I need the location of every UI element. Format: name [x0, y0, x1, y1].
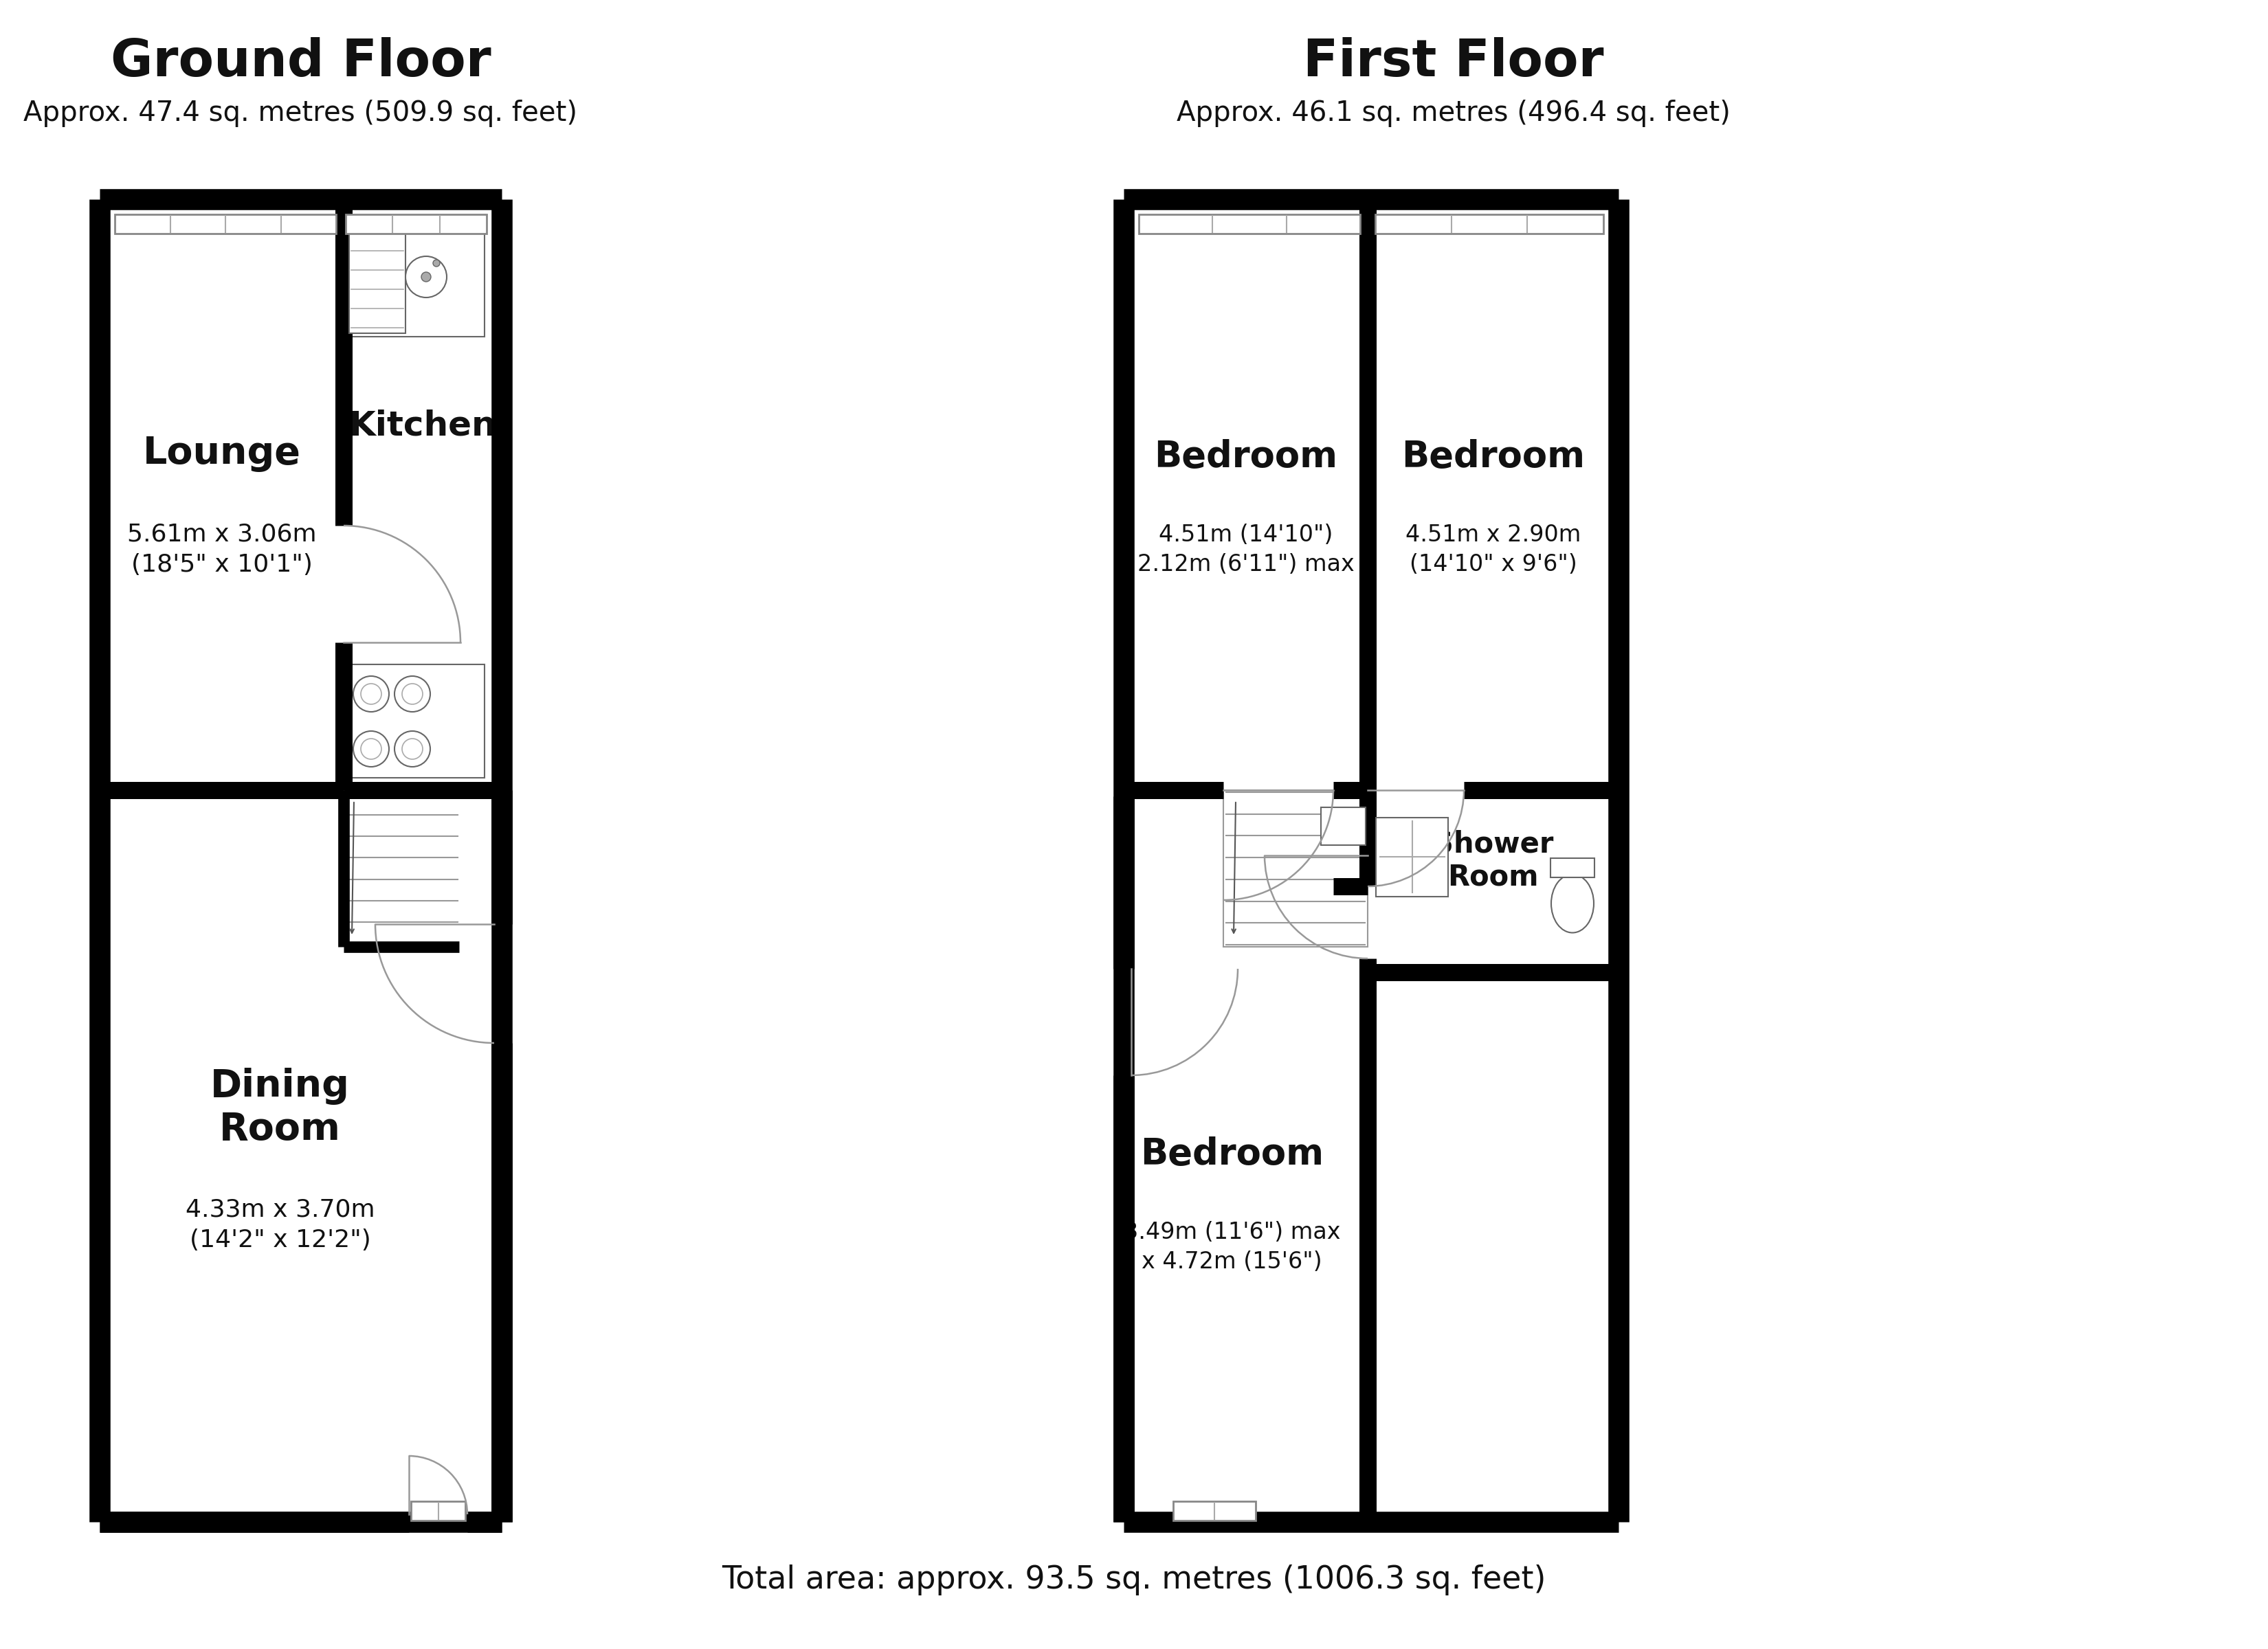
Bar — [345, 214, 488, 234]
Circle shape — [395, 676, 431, 712]
Text: 3.49m (11'6") max
x 4.72m (15'6"): 3.49m (11'6") max x 4.72m (15'6") — [1123, 1220, 1340, 1273]
Text: Total area: approx. 93.5 sq. metres (1006.3 sq. feet): Total area: approx. 93.5 sq. metres (100… — [721, 1565, 1547, 1596]
Bar — [347, 218, 485, 336]
Text: First Floor: First Floor — [1304, 36, 1603, 87]
Bar — [1374, 214, 1603, 234]
Text: 4.33m x 3.70m
(14'2" x 12'2"): 4.33m x 3.70m (14'2" x 12'2") — [186, 1197, 374, 1252]
Text: 4.51m x 2.90m
(14'10" x 9'6"): 4.51m x 2.90m (14'10" x 9'6") — [1406, 523, 1581, 576]
Bar — [1222, 790, 1368, 947]
Bar — [349, 223, 406, 333]
Bar — [347, 665, 485, 778]
Text: Bedroom: Bedroom — [1154, 439, 1338, 475]
Circle shape — [354, 676, 390, 712]
Bar — [1551, 857, 1594, 877]
Circle shape — [395, 731, 431, 767]
Circle shape — [361, 684, 381, 704]
Text: Approx. 46.1 sq. metres (496.4 sq. feet): Approx. 46.1 sq. metres (496.4 sq. feet) — [1177, 99, 1730, 127]
Circle shape — [361, 739, 381, 759]
Circle shape — [433, 259, 440, 267]
Bar — [100, 200, 501, 1522]
Bar — [1123, 200, 1619, 1522]
Text: Bedroom: Bedroom — [1141, 1136, 1325, 1172]
Circle shape — [401, 684, 422, 704]
Text: Ground Floor: Ground Floor — [111, 36, 490, 87]
Text: Approx. 47.4 sq. metres (509.9 sq. feet): Approx. 47.4 sq. metres (509.9 sq. feet) — [23, 99, 578, 127]
Bar — [411, 1501, 465, 1520]
Circle shape — [401, 739, 422, 759]
Circle shape — [422, 272, 431, 282]
Text: Kitchen: Kitchen — [349, 409, 497, 442]
Ellipse shape — [1551, 874, 1594, 933]
Bar — [1320, 808, 1365, 844]
Text: 5.61m x 3.06m
(18'5" x 10'1"): 5.61m x 3.06m (18'5" x 10'1") — [127, 523, 315, 577]
Text: Lounge: Lounge — [143, 435, 302, 472]
Bar — [116, 214, 336, 234]
Text: Shower
Room: Shower Room — [1433, 829, 1554, 892]
Bar — [1173, 1501, 1256, 1520]
Text: Bedroom: Bedroom — [1402, 439, 1585, 475]
Text: Dining
Room: Dining Room — [211, 1069, 349, 1148]
Bar — [1139, 214, 1361, 234]
Circle shape — [406, 256, 447, 297]
Text: 4.51m (14'10")
2.12m (6'11") max: 4.51m (14'10") 2.12m (6'11") max — [1136, 523, 1354, 576]
Circle shape — [354, 731, 390, 767]
Bar — [1377, 818, 1447, 897]
